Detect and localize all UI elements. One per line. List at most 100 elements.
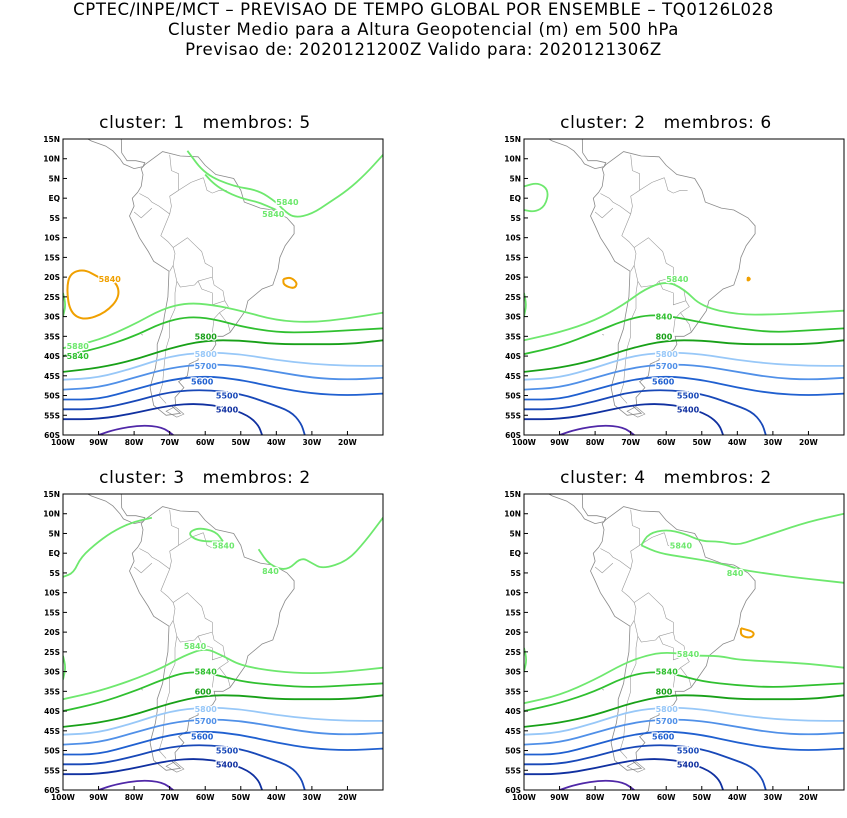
lon-label: 20W [799,793,818,802]
map-frame [523,138,845,436]
lon-label: 70W [160,793,179,802]
country-border [178,532,204,546]
island-outline [141,334,144,336]
panel-title: cluster: 4 membros: 2 [560,468,772,488]
contour-label: 5880 [67,342,90,351]
map-frame [62,138,384,436]
lat-label: 15N [43,490,60,499]
contour-label: 5500 [216,392,239,401]
country-border [633,620,660,643]
contour-5300 [63,744,306,790]
contour-5200 [524,403,724,435]
lat-label: 5N [49,530,61,539]
country-border [219,312,231,332]
lon-label: 20W [338,438,357,447]
figure-header: CPTEC/INPE/MCT – PREVISAO DE TEMPO GLOBA… [0,0,847,60]
cluster-1-panel: cluster: 1 membros: 5 5880 5840 5840 5840 58… [25,113,385,463]
contour-5840 [524,651,844,705]
contour-5700 [63,694,383,728]
lat-label: 15S [505,608,521,617]
map-layer [63,139,383,435]
lat-label: 5S [510,569,521,578]
contour-5840 [189,527,224,543]
country-border [169,509,179,570]
lon-label: 50W [692,793,711,802]
contour-label: 5400 [216,760,239,769]
lat-label: 20S [44,628,60,637]
cluster-4-panel: cluster: 4 membros: 2 5840 5840 5840 840 800… [486,468,846,818]
map-layer [524,494,844,790]
contour-5600 [524,706,844,736]
lat-label: 15S [44,608,60,617]
lat-label: 5S [49,569,60,578]
lon-label: 30W [764,793,783,802]
contour-label: 5400 [677,405,700,414]
island-outline [626,761,646,773]
lon-label: 70W [160,438,179,447]
contour-5800 [63,316,383,357]
country-border [639,177,665,191]
contour-5840 [63,649,383,701]
country-border [203,177,227,194]
lat-label: 55S [44,766,60,775]
lat-label: 50S [44,747,60,756]
country-border [621,213,637,272]
lon-label: 80W [586,793,605,802]
lon-label: 100W [512,438,537,447]
country-border [619,636,639,759]
lat-label: EQ [49,549,61,558]
island-outline [626,406,646,418]
contour-label: 5840 [670,541,693,550]
contour-5880 [66,269,120,320]
lon-label: 90W [550,793,569,802]
lat-label: 45S [505,372,521,381]
lon-label: 100W [51,793,76,802]
contour-5840 [257,517,383,570]
contour-5200 [524,758,724,790]
map-frame [523,493,845,791]
contour-5200 [63,758,263,790]
country-border [664,532,688,549]
lon-label: 80W [125,438,144,447]
country-border [172,620,199,643]
lat-label: 50S [44,392,60,401]
contour-label: 5600 [191,378,214,387]
lat-label: 20S [505,273,521,282]
lat-label: 15S [44,253,60,262]
map-plot: 5880584058405840584058005800570056005500… [43,135,384,447]
lat-label: 15S [505,253,521,262]
lat-label: 60S [44,786,60,795]
contour-label: 5840 [195,668,218,677]
country-border [172,265,199,288]
lon-label: 30W [303,793,322,802]
lon-label: 20W [338,793,357,802]
contour-5800 [524,671,844,712]
lat-label: 55S [505,766,521,775]
contour-5600 [63,706,383,736]
lat-label: 50S [505,392,521,401]
contour-5840 [204,173,277,211]
contour-label: 840 [262,567,279,576]
contour-label: 5840 [276,198,299,207]
lat-label: 15N [504,135,521,144]
contour-label: 5500 [216,747,239,756]
country-border [158,636,178,759]
lat-label: 20S [505,628,521,637]
contour-label: 5840 [212,541,235,550]
lat-label: 30S [44,313,60,322]
contour-5600 [63,351,383,381]
lat-label: 35S [44,687,60,696]
lat-label: 25S [44,648,60,657]
country-border [634,592,674,633]
lat-label: 5S [510,214,521,223]
contour-label: 5840 [656,668,679,677]
contour-label: 5800 [195,350,218,359]
map-layer [63,494,383,790]
lat-label: 60S [505,431,521,440]
island-outline [165,761,185,773]
lat-label: 10N [43,510,60,519]
contour-5840 [524,182,549,213]
lat-label: 10S [44,589,60,598]
